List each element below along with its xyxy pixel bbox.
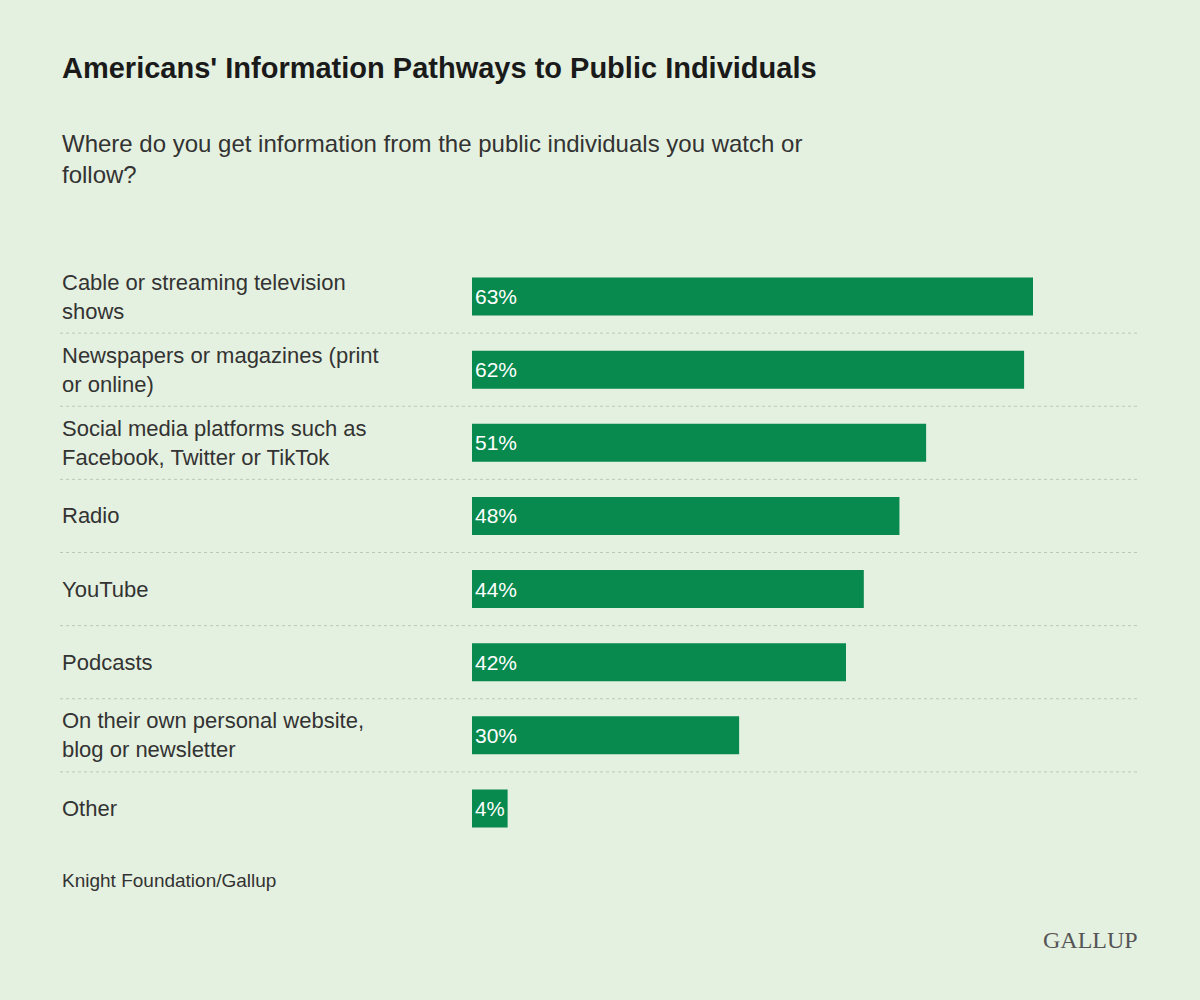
svg-text:62%: 62% — [475, 358, 517, 381]
svg-text:Podcasts: Podcasts — [62, 650, 153, 675]
svg-text:30%: 30% — [475, 724, 517, 747]
svg-text:Social media platforms such as: Social media platforms such asFacebook, … — [62, 416, 366, 470]
svg-text:Knight Foundation/Gallup: Knight Foundation/Gallup — [62, 870, 276, 891]
svg-text:YouTube: YouTube — [62, 577, 148, 602]
svg-text:48%: 48% — [475, 504, 517, 527]
svg-text:4%: 4% — [475, 797, 505, 820]
svg-text:Newspapers or magazines (print: Newspapers or magazines (printor online) — [62, 343, 379, 397]
svg-text:44%: 44% — [475, 578, 517, 601]
svg-text:Other: Other — [62, 796, 117, 821]
svg-text:Americans' Information Pathway: Americans' Information Pathways to Publi… — [62, 52, 817, 84]
svg-text:Where do you get information f: Where do you get information from the pu… — [62, 130, 802, 188]
svg-text:Cable or streaming televisions: Cable or streaming televisionshows — [62, 270, 346, 324]
svg-text:Radio: Radio — [62, 503, 119, 528]
svg-text:63%: 63% — [475, 285, 517, 308]
svg-text:42%: 42% — [475, 651, 517, 674]
svg-text:GALLUP: GALLUP — [1043, 927, 1138, 953]
svg-text:On their own personal website,: On their own personal website,blog or ne… — [62, 708, 364, 762]
svg-text:51%: 51% — [475, 431, 517, 454]
